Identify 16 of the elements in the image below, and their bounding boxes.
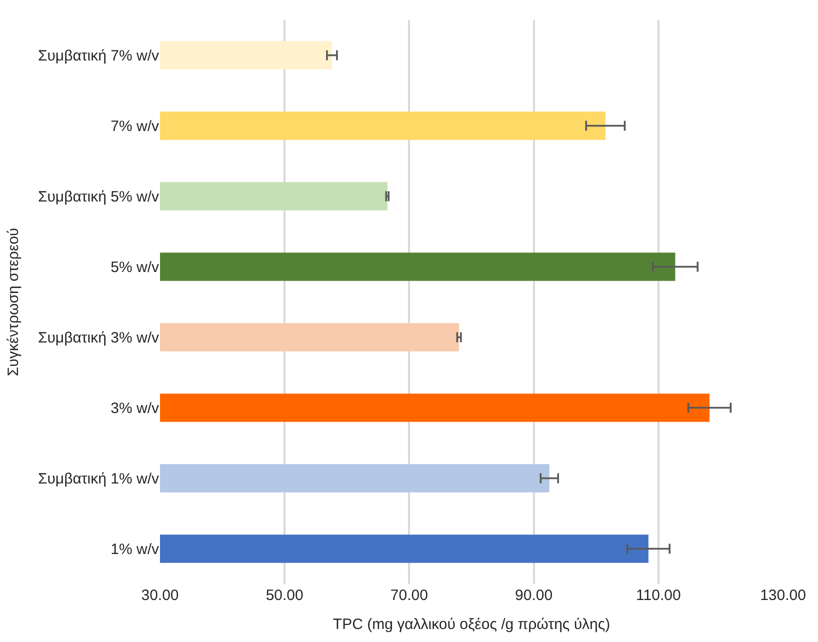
y-tick-label: 1% w/v bbox=[110, 541, 160, 558]
x-axis-title: TPC (mg γαλλικού οξέος /g πρώτης ύλης) bbox=[332, 616, 610, 633]
y-tick-label: Συμβατική 7% w/v bbox=[38, 48, 160, 64]
y-tick-label: 3% w/v bbox=[110, 400, 160, 417]
x-tick-label: 90.00 bbox=[515, 587, 553, 604]
y-tick-label: Συμβατική 1% w/v bbox=[38, 470, 160, 488]
x-tick-label: 130.00 bbox=[760, 587, 806, 604]
x-tick-label: 70.00 bbox=[390, 587, 428, 604]
x-tick-label: 110.00 bbox=[636, 587, 681, 604]
x-tick-label: 50.00 bbox=[266, 587, 304, 604]
y-axis-title: Συγκέντρωση στερεού bbox=[5, 228, 22, 376]
y-tick-label: 5% w/v bbox=[110, 259, 160, 276]
y-tick-label: Συμβατική 5% w/v bbox=[38, 188, 160, 206]
y-tick-label: 7% w/v bbox=[110, 118, 160, 135]
y-tick-label: Συμβατική 3% w/v bbox=[38, 330, 160, 346]
x-tick-label: 30.00 bbox=[141, 587, 179, 604]
